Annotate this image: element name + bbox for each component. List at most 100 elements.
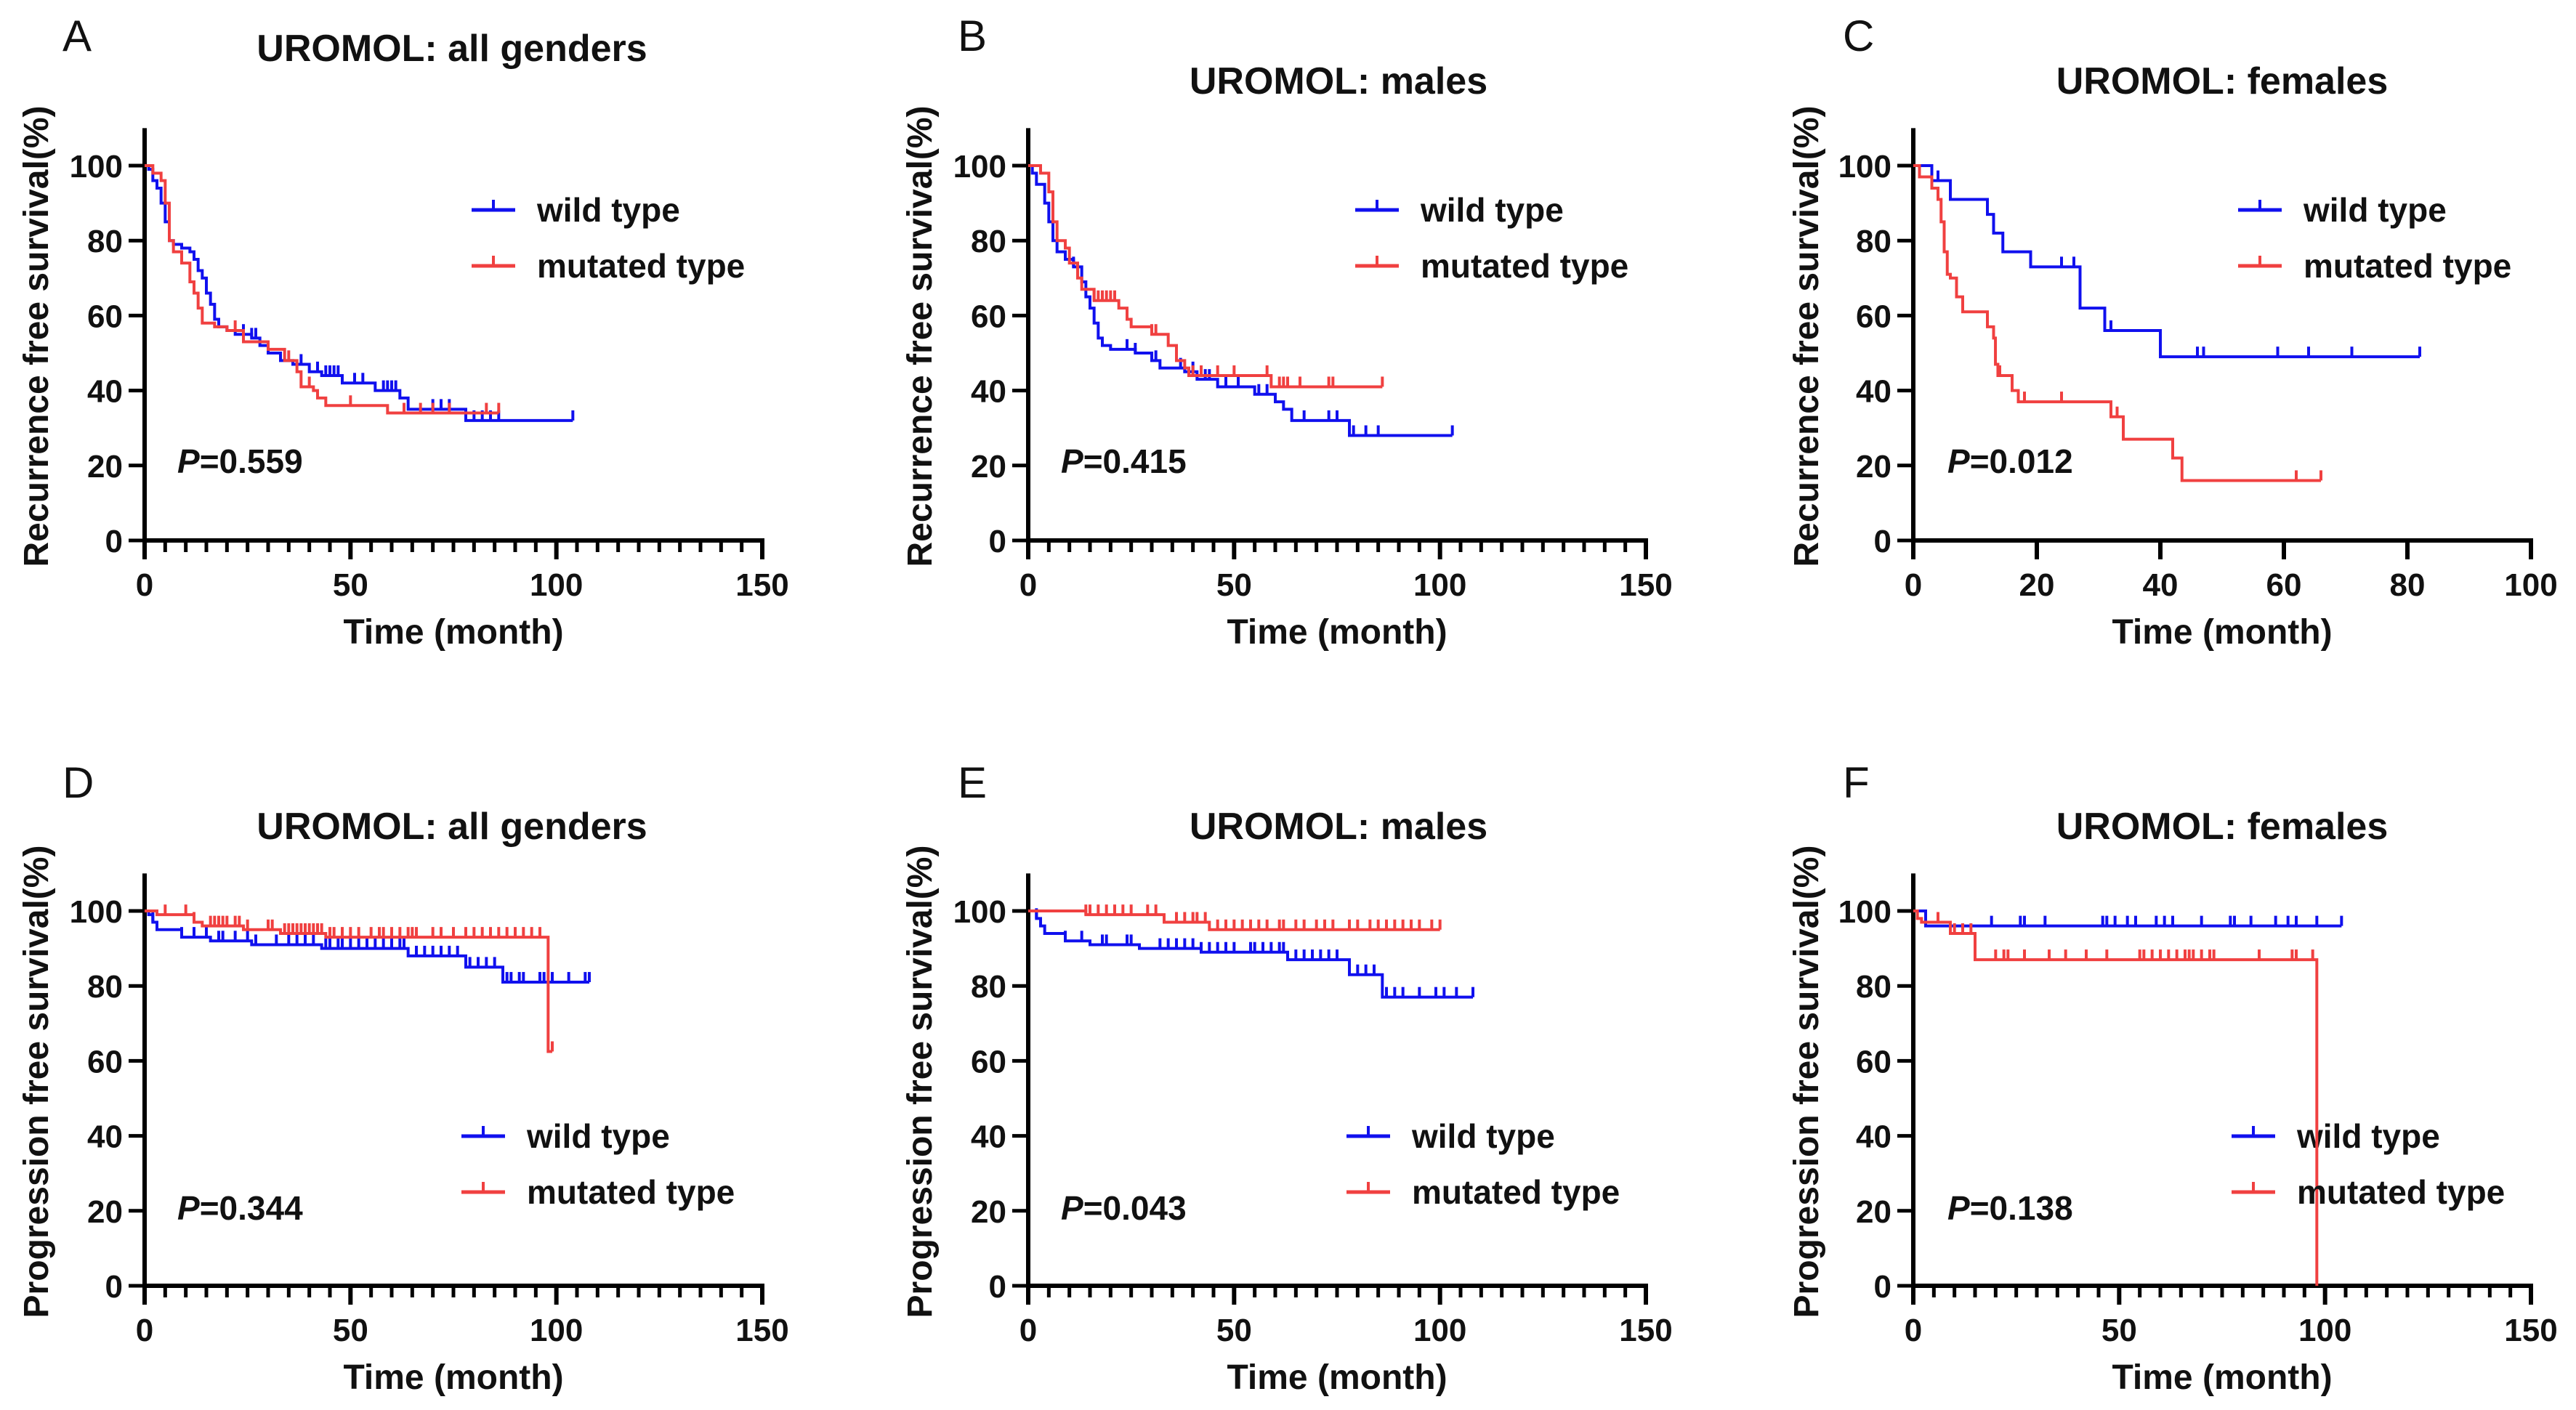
x-tick-label: 50: [2101, 1313, 2137, 1348]
y-tick-label: 80: [1856, 969, 1891, 1005]
x-tick-label: 50: [333, 567, 368, 603]
y-axis-title: Progression free survival(%): [1788, 846, 1826, 1318]
legend-label-mutated: mutated type: [1421, 247, 1628, 285]
x-tick-label: 100: [530, 1313, 583, 1348]
p-label: P: [1061, 1189, 1083, 1227]
y-tick-label: 40: [87, 1119, 123, 1155]
y-tick-label: 60: [87, 1044, 123, 1079]
p-value-number: =0.138: [1970, 1189, 2073, 1227]
p-value-number: =0.344: [200, 1189, 303, 1227]
panel-letter: D: [62, 758, 94, 807]
y-tick-label: 60: [971, 1044, 1006, 1079]
y-tick-label: 0: [1874, 1269, 1891, 1305]
y-tick-label: 100: [953, 149, 1006, 185]
y-axis-title: Progression free survival(%): [901, 846, 940, 1318]
legend-label-mutated: mutated type: [1412, 1173, 1620, 1211]
y-tick-label: 0: [1874, 524, 1891, 559]
legend-label-mutated: mutated type: [527, 1173, 735, 1211]
panel-letter: B: [958, 12, 987, 60]
x-tick-label: 100: [2504, 567, 2557, 603]
y-tick-label: 100: [70, 149, 123, 185]
legend-label-wild: wild type: [2303, 191, 2447, 229]
x-tick-label: 150: [2504, 1313, 2557, 1348]
x-tick-label: 50: [1216, 567, 1252, 603]
p-value: P=0.138: [1947, 1189, 2073, 1227]
y-tick-label: 100: [70, 894, 123, 930]
legend-label-mutated: mutated type: [537, 247, 745, 285]
p-label: P: [1061, 442, 1083, 480]
panel-F: F UROMOL: females 0 20 40 60 80 100 0 50 100 150 Tim…: [1788, 758, 2558, 1397]
survival-curve-wild: [1913, 909, 2342, 928]
x-tick-label: 0: [1020, 567, 1037, 603]
legend-label-wild: wild type: [526, 1117, 670, 1155]
y-tick-label: 80: [1856, 224, 1891, 259]
survival-curve-mutated: [145, 909, 552, 1053]
p-label: P: [177, 1189, 200, 1227]
survival-curve-mutated: [1913, 164, 2321, 482]
y-tick-label: 40: [971, 374, 1006, 410]
y-tick-label: 0: [989, 1269, 1006, 1305]
y-tick-label: 40: [971, 1119, 1006, 1155]
panel-letter: A: [62, 12, 92, 60]
p-value: P=0.415: [1061, 442, 1187, 480]
legend-label-mutated: mutated type: [2297, 1173, 2505, 1211]
p-value: P=0.559: [177, 442, 303, 480]
y-tick-label: 20: [971, 449, 1006, 485]
legend-label-wild: wild type: [2296, 1117, 2440, 1155]
x-axis-title: Time (month): [343, 1358, 563, 1397]
x-tick-label: 100: [1413, 567, 1466, 603]
x-tick-label: 0: [1905, 567, 1922, 603]
y-tick-label: 60: [87, 299, 123, 334]
x-tick-label: 50: [1216, 1313, 1252, 1348]
x-tick-label: 40: [2143, 567, 2179, 603]
x-tick-label: 80: [2390, 567, 2426, 603]
chart-title: UROMOL: males: [1190, 806, 1487, 848]
panel-letter: E: [958, 758, 987, 807]
x-tick-label: 150: [1619, 1313, 1672, 1348]
y-axis-title: Progression free survival(%): [17, 846, 56, 1318]
survival-curve-wild: [145, 164, 573, 422]
y-axis-title: Recurrence free survival(%): [901, 106, 940, 567]
y-tick-label: 80: [971, 224, 1006, 259]
x-tick-label: 20: [2019, 567, 2055, 603]
x-tick-label: 0: [136, 567, 153, 603]
y-tick-label: 20: [1856, 449, 1891, 485]
panel-C: C UROMOL: females 0 20 40 60 80 100 0 20 40 60 80 100…: [1788, 12, 2558, 652]
y-tick-label: 80: [87, 969, 123, 1005]
p-value-number: =0.043: [1083, 1189, 1187, 1227]
y-tick-label: 100: [953, 894, 1006, 930]
y-tick-label: 40: [1856, 374, 1891, 410]
y-tick-label: 40: [87, 374, 123, 410]
survival-curve-mutated: [1913, 909, 2319, 1286]
y-tick-label: 20: [1856, 1194, 1891, 1230]
x-tick-label: 50: [333, 1313, 368, 1348]
y-tick-label: 20: [971, 1194, 1006, 1230]
p-label: P: [1947, 1189, 1970, 1227]
y-tick-label: 0: [105, 1269, 123, 1305]
survival-curve-wild: [1028, 164, 1453, 437]
y-tick-label: 40: [1856, 1119, 1891, 1155]
x-axis-title: Time (month): [2112, 1358, 2332, 1397]
panel-letter: C: [1843, 12, 1874, 60]
legend-label-wild: wild type: [1420, 191, 1564, 229]
x-tick-label: 0: [136, 1313, 153, 1348]
x-axis-title: Time (month): [343, 613, 563, 652]
y-tick-label: 80: [87, 224, 123, 259]
chart-title: UROMOL: females: [2056, 806, 2389, 848]
legend-label-mutated: mutated type: [2304, 247, 2511, 285]
x-tick-label: 150: [735, 1313, 788, 1348]
panel-B: B UROMOL: males 0 20 40 60 80 100 0 50 100 150 Time …: [901, 12, 1673, 652]
p-value: P=0.043: [1061, 1189, 1187, 1227]
chart-title: UROMOL: males: [1190, 60, 1487, 102]
panel-letter: F: [1843, 758, 1870, 807]
x-tick-label: 60: [2266, 567, 2302, 603]
x-tick-label: 100: [1413, 1313, 1466, 1348]
x-tick-label: 150: [735, 567, 788, 603]
chart-title: UROMOL: all genders: [257, 28, 647, 70]
chart-title: UROMOL: all genders: [257, 806, 647, 848]
p-value: P=0.012: [1947, 442, 2073, 480]
x-tick-label: 0: [1020, 1313, 1037, 1348]
legend-label-wild: wild type: [536, 191, 680, 229]
y-tick-label: 100: [1838, 149, 1891, 185]
